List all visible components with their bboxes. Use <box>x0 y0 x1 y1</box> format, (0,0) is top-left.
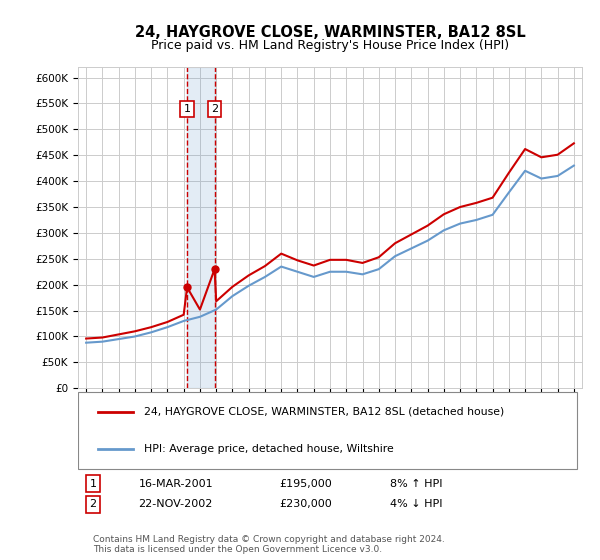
Text: 22-NOV-2002: 22-NOV-2002 <box>139 500 213 510</box>
Text: 24, HAYGROVE CLOSE, WARMINSTER, BA12 8SL: 24, HAYGROVE CLOSE, WARMINSTER, BA12 8SL <box>134 25 526 40</box>
Text: 2: 2 <box>89 500 97 510</box>
Text: 8% ↑ HPI: 8% ↑ HPI <box>391 479 443 489</box>
Text: 1: 1 <box>184 104 191 114</box>
Text: 16-MAR-2001: 16-MAR-2001 <box>139 479 213 489</box>
Text: £230,000: £230,000 <box>280 500 332 510</box>
Text: £195,000: £195,000 <box>280 479 332 489</box>
Bar <box>187 67 215 388</box>
Text: HPI: Average price, detached house, Wiltshire: HPI: Average price, detached house, Wilt… <box>143 444 393 454</box>
Text: Price paid vs. HM Land Registry's House Price Index (HPI): Price paid vs. HM Land Registry's House … <box>151 39 509 52</box>
Text: 1: 1 <box>89 479 97 489</box>
Text: 4% ↓ HPI: 4% ↓ HPI <box>391 500 443 510</box>
FancyBboxPatch shape <box>78 391 577 469</box>
Text: Contains HM Land Registry data © Crown copyright and database right 2024.
This d: Contains HM Land Registry data © Crown c… <box>93 535 445 554</box>
Text: 24, HAYGROVE CLOSE, WARMINSTER, BA12 8SL (detached house): 24, HAYGROVE CLOSE, WARMINSTER, BA12 8SL… <box>143 407 504 417</box>
Text: 2: 2 <box>211 104 218 114</box>
